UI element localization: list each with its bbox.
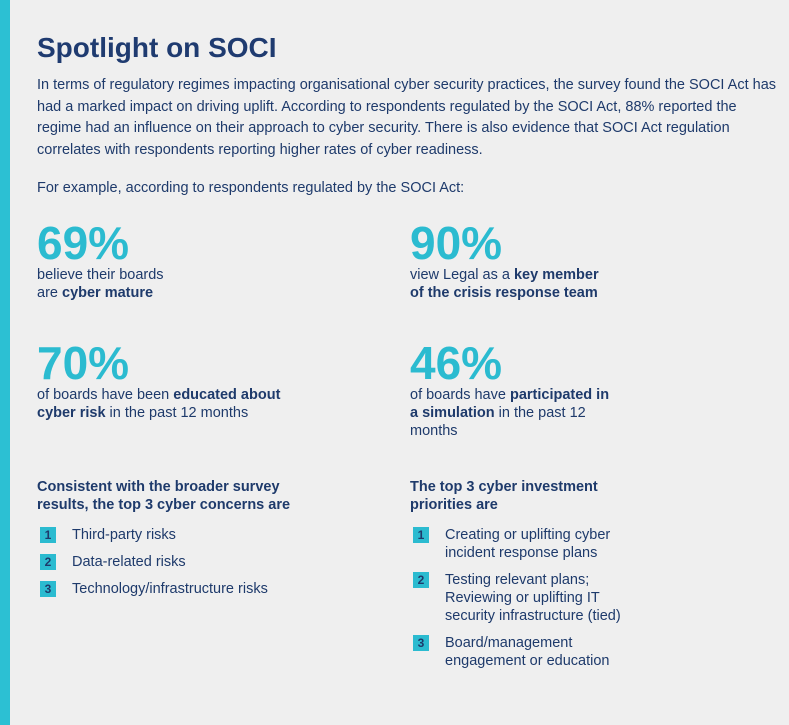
stat-figure: 69% — [37, 217, 130, 269]
item-number: 1 — [40, 527, 56, 543]
list-item: 3 Board/management engagement or educatio… — [410, 634, 640, 670]
item-text: Board/management engagement or education — [445, 635, 610, 669]
stat-text-part: of boards have — [410, 387, 510, 403]
stat-text-part: participated in a simulation — [410, 387, 610, 421]
priorities-list: The top 3 cyber investment priorities ar… — [410, 478, 640, 679]
item-text: Testing relevant plans; Reviewing or upl… — [445, 572, 621, 624]
item-text: Third-party risks — [72, 527, 176, 543]
item-number: 2 — [40, 554, 56, 570]
stat: 70% of boards have been educated about cy… — [37, 340, 292, 422]
stat-text-part: in the past 12 months — [105, 405, 249, 421]
stat: 46% of boards have participated in a simu… — [410, 340, 620, 440]
intro: In terms of regulatory regimes impacting… — [37, 77, 777, 158]
stat-text: believe their boards are cyber mature — [37, 266, 172, 302]
stat: 90% view Legal as a key member of the cri… — [410, 220, 615, 302]
item-text: Data-related risks — [72, 554, 186, 570]
concerns-list: Consistent with the broader survey resul… — [37, 478, 307, 607]
list-heading: Consistent with the broader survey resul… — [37, 479, 291, 513]
accent-bar — [0, 0, 10, 725]
list-item: 2 Data-related risks — [37, 553, 307, 571]
stat-text-part: cyber mature — [62, 285, 154, 301]
stat-text-part: key member of the crisis response team — [410, 267, 599, 301]
stat-text: of boards have been educated about cyber… — [37, 386, 292, 422]
item-number: 3 — [413, 635, 429, 651]
stat: 69% believe their boards are cyber mature — [37, 220, 172, 302]
list-item: 1 Creating or uplifting cyber incident re… — [410, 526, 640, 562]
item-number: 1 — [413, 527, 429, 543]
stat-text-part: educated about cyber risk — [37, 387, 281, 421]
item-number: 3 — [40, 581, 56, 597]
stat-figure: 70% — [37, 337, 130, 389]
stat-figure: 46% — [410, 337, 503, 389]
stat-text: of boards have participated in a simulat… — [410, 386, 620, 440]
stat-text-part: believe their boards are — [37, 267, 164, 301]
stat-text-part: of boards have been — [37, 387, 174, 403]
lead: For example, according to respondents re… — [37, 180, 465, 196]
item-number: 2 — [413, 572, 429, 588]
list-item: 2 Testing relevant plans; Reviewing or up… — [410, 571, 640, 625]
stat-text: view Legal as a key member of the crisis… — [410, 266, 615, 302]
stat-text-part: view Legal as a — [410, 267, 514, 283]
item-text: Creating or uplifting cyber incident res… — [445, 527, 611, 561]
stat-text-part: in the past 12 months — [410, 405, 586, 439]
list-heading: The top 3 cyber investment priorities ar… — [410, 479, 598, 513]
title: Spotlight on SOCI — [37, 32, 277, 63]
item-text: Technology/infrastructure risks — [72, 581, 268, 597]
list-item: 3 Technology/infrastructure risks — [37, 580, 307, 598]
stat-figure: 90% — [410, 217, 503, 269]
list-item: 1 Third-party risks — [37, 526, 307, 544]
